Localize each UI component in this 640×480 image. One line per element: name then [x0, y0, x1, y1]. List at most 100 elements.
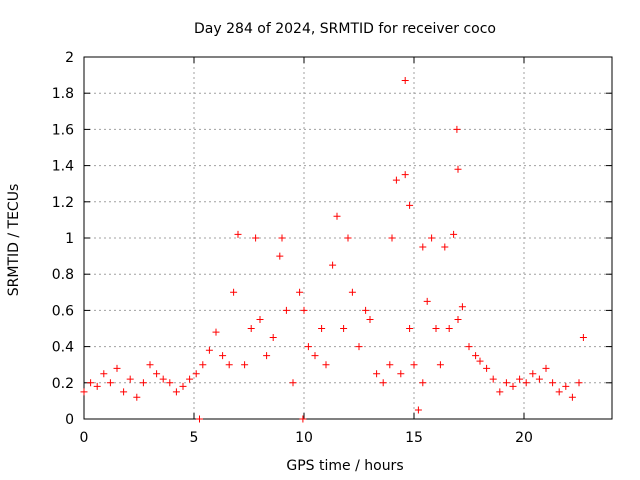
data-point	[166, 379, 174, 387]
data-point	[516, 375, 524, 383]
y-tick-label: 1.6	[52, 122, 74, 138]
data-point	[256, 315, 264, 323]
data-point	[289, 379, 297, 387]
x-tick-label: 20	[515, 430, 533, 446]
data-point	[432, 325, 440, 332]
data-point	[186, 375, 194, 383]
data-point	[304, 343, 312, 351]
data-point	[419, 243, 427, 251]
data-point	[458, 303, 466, 311]
data-point	[386, 361, 394, 369]
data-point	[436, 361, 444, 369]
data-point	[355, 343, 363, 351]
data-point	[392, 176, 400, 184]
data-point	[535, 375, 543, 383]
data-point	[247, 325, 255, 332]
data-point	[502, 379, 510, 387]
data-point	[300, 306, 308, 314]
data-point	[575, 379, 583, 387]
data-point	[562, 382, 570, 390]
data-point	[454, 315, 462, 323]
data-point	[153, 370, 161, 378]
data-point	[445, 325, 453, 332]
data-point	[579, 334, 587, 342]
y-tick-label: 0	[65, 412, 74, 428]
data-point	[489, 375, 497, 383]
data-point	[219, 352, 227, 360]
y-tick-label: 1.8	[52, 86, 74, 102]
data-point	[159, 375, 167, 383]
data-point	[529, 370, 537, 378]
data-point	[414, 406, 422, 414]
y-tick-label: 0.6	[52, 303, 74, 319]
data-point	[126, 375, 134, 383]
data-point	[241, 361, 249, 369]
grid	[84, 57, 612, 419]
data-point	[278, 234, 286, 242]
data-point	[496, 388, 504, 396]
data-point	[453, 125, 461, 133]
data-point	[205, 346, 213, 354]
data-point	[282, 306, 290, 314]
data-point	[441, 243, 449, 251]
x-tick-label: 10	[295, 430, 313, 446]
data-point	[329, 261, 337, 269]
x-tick-label: 15	[405, 430, 423, 446]
data-point	[373, 370, 381, 378]
data-point	[318, 325, 326, 332]
data-point	[406, 325, 414, 332]
data-point	[344, 234, 352, 242]
data-point	[401, 171, 409, 179]
x-axis-label: GPS time / hours	[286, 458, 403, 474]
data-point	[100, 370, 108, 378]
data-point	[234, 230, 242, 238]
data-point	[340, 325, 348, 332]
data-point	[263, 352, 271, 360]
chart-title: Day 284 of 2024, SRMTID for receiver coc…	[194, 21, 496, 37]
data-point	[348, 288, 356, 296]
data-point	[397, 370, 405, 378]
data-point	[522, 379, 530, 387]
data-point	[106, 379, 114, 387]
data-point	[192, 370, 200, 378]
data-point	[87, 379, 95, 387]
data-point	[172, 388, 180, 396]
data-point	[509, 382, 517, 390]
data-point	[179, 382, 187, 390]
data-point	[568, 393, 576, 401]
x-tick-label: 5	[190, 430, 199, 446]
y-tick-label: 1	[65, 231, 74, 247]
data-point	[296, 288, 304, 296]
data-point	[322, 361, 330, 369]
data-point	[419, 379, 427, 387]
data-point	[212, 328, 220, 336]
data-point	[465, 343, 473, 351]
data-point	[555, 388, 563, 396]
y-tick-label: 0.2	[52, 376, 74, 392]
data-point	[199, 361, 207, 369]
data-point	[93, 382, 101, 390]
data-point	[428, 234, 436, 242]
data-point	[146, 361, 154, 369]
data-point	[333, 212, 341, 220]
data-point	[454, 165, 462, 173]
y-tick-label: 1.4	[52, 159, 74, 175]
data-point	[450, 230, 458, 238]
data-point	[276, 252, 284, 260]
data-point	[366, 315, 374, 323]
y-tick-label: 1.2	[52, 195, 74, 211]
data-point	[269, 334, 277, 342]
data-point	[139, 379, 147, 387]
data-point	[406, 201, 414, 209]
x-tick-label: 0	[80, 430, 89, 446]
tick-labels: 00.20.40.60.811.21.41.61.820 5 10 15 20	[52, 50, 533, 446]
data-point	[379, 379, 387, 387]
data-point	[230, 288, 238, 296]
data-point	[362, 306, 370, 314]
data-point	[80, 388, 88, 396]
data-point	[549, 379, 557, 387]
data-point	[252, 234, 260, 242]
data-point	[542, 364, 550, 372]
